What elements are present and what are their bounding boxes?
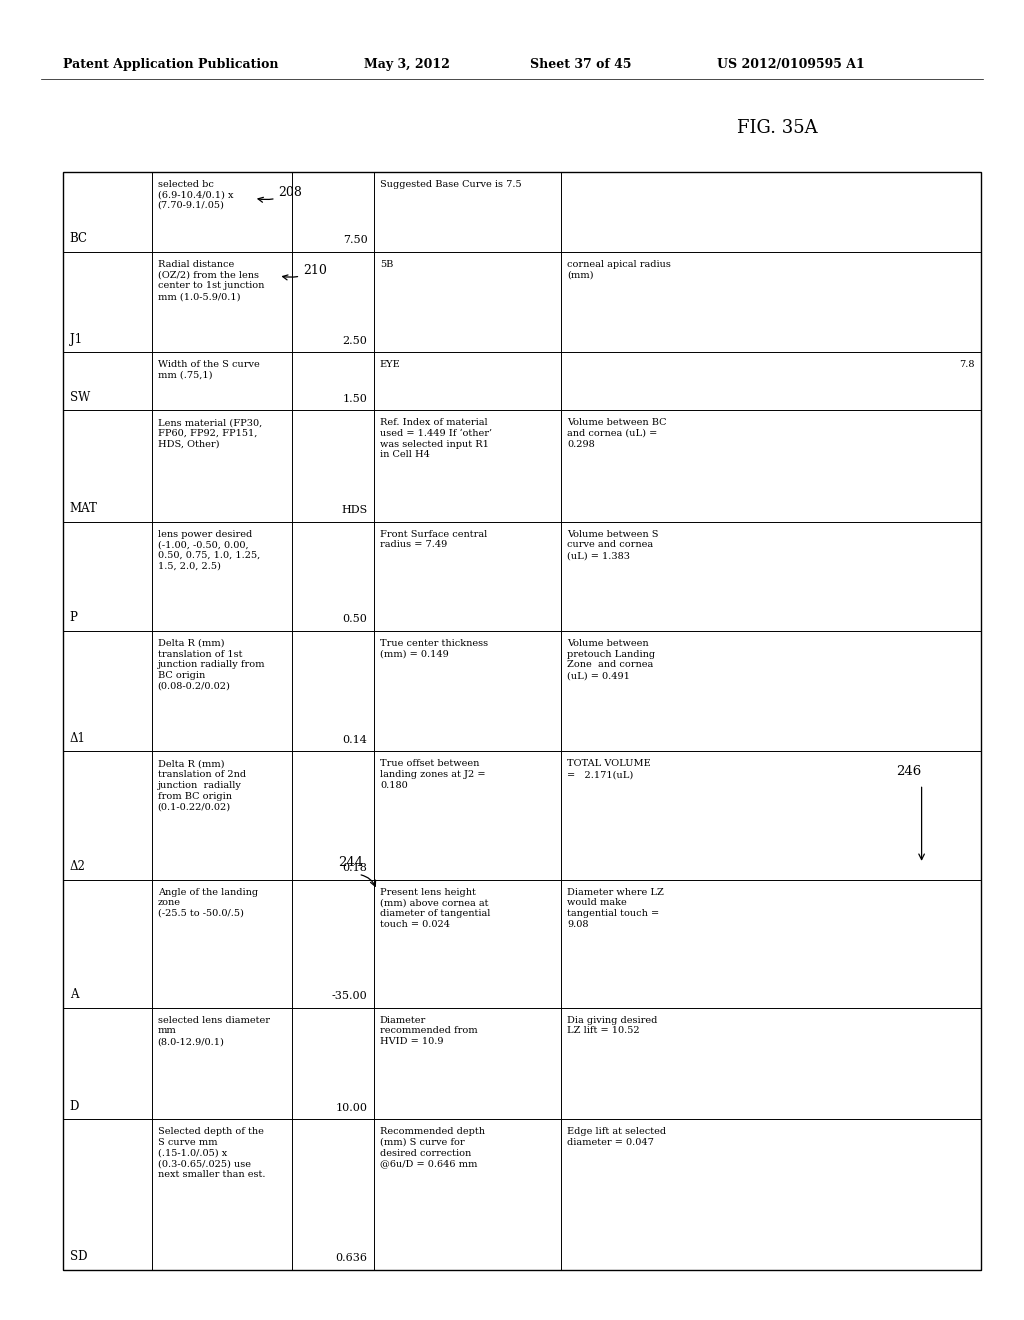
Text: Patent Application Publication: Patent Application Publication	[63, 58, 279, 71]
Text: Present lens height
(mm) above cornea at
diameter of tangential
touch = 0.024: Present lens height (mm) above cornea at…	[380, 887, 490, 929]
Text: selected bc
(6.9-10.4/0.1) x
(7.70-9.1/.05): selected bc (6.9-10.4/0.1) x (7.70-9.1/.…	[158, 180, 233, 210]
Text: Delta R (mm)
translation of 1st
junction radially from
BC origin
(0.08-0.2/0.02): Delta R (mm) translation of 1st junction…	[158, 639, 265, 690]
Text: Lens material (FP30,
FP60, FP92, FP151,
HDS, Other): Lens material (FP30, FP60, FP92, FP151, …	[158, 418, 262, 449]
Text: 0.14: 0.14	[343, 735, 368, 744]
Text: True center thickness
(mm) = 0.149: True center thickness (mm) = 0.149	[380, 639, 488, 659]
Text: 208: 208	[258, 186, 302, 202]
Bar	[63, 172, 981, 1270]
Text: J1: J1	[70, 333, 82, 346]
Text: 1.50: 1.50	[343, 393, 368, 404]
Text: SW: SW	[70, 391, 90, 404]
Text: 5B: 5B	[380, 260, 393, 269]
Text: 2.50: 2.50	[343, 335, 368, 346]
Text: Ref. Index of material
used = 1.449 If ‘other’
was selected input R1
in Cell H4: Ref. Index of material used = 1.449 If ‘…	[380, 418, 492, 459]
Text: Radial distance
(OZ/2) from the lens
center to 1st junction
mm (1.0-5.9/0.1): Radial distance (OZ/2) from the lens cen…	[158, 260, 264, 301]
Text: 210: 210	[283, 264, 327, 280]
Text: Volume between S
curve and cornea
(uL) = 1.383: Volume between S curve and cornea (uL) =…	[567, 529, 658, 560]
Text: Recommended depth
(mm) S curve for
desired correction
@6u/D = 0.646 mm: Recommended depth (mm) S curve for desir…	[380, 1127, 485, 1168]
Text: May 3, 2012: May 3, 2012	[364, 58, 450, 71]
Text: 0.636: 0.636	[336, 1253, 368, 1263]
Text: 7.8: 7.8	[959, 360, 975, 370]
Text: D: D	[70, 1100, 79, 1113]
Text: -35.00: -35.00	[332, 991, 368, 1002]
Text: Suggested Base Curve is 7.5: Suggested Base Curve is 7.5	[380, 180, 521, 189]
Text: 7.50: 7.50	[343, 235, 368, 246]
Text: Delta R (mm)
translation of 2nd
junction  radially
from BC origin
(0.1-0.22/0.02: Delta R (mm) translation of 2nd junction…	[158, 759, 246, 812]
Text: Width of the S curve
mm (.75,1): Width of the S curve mm (.75,1)	[158, 360, 259, 380]
Text: 244: 244	[338, 857, 364, 869]
Text: Angle of the landing
zone
(-25.5 to -50.0/.5): Angle of the landing zone (-25.5 to -50.…	[158, 887, 258, 917]
Text: Dia giving desired
LZ lift = 10.52: Dia giving desired LZ lift = 10.52	[567, 1016, 657, 1035]
Text: BC: BC	[70, 232, 88, 246]
Text: A: A	[70, 989, 78, 1002]
Text: TOTAL VOLUME
=   2.171(uL): TOTAL VOLUME = 2.171(uL)	[567, 759, 651, 779]
Text: Front Surface central
radius = 7.49: Front Surface central radius = 7.49	[380, 529, 487, 549]
Text: Selected depth of the
S curve mm
(.15-1.0/.05) x
(0.3-0.65/.025) use
next smalle: Selected depth of the S curve mm (.15-1.…	[158, 1127, 265, 1179]
Text: selected lens diameter
mm
(8.0-12.9/0.1): selected lens diameter mm (8.0-12.9/0.1)	[158, 1016, 269, 1047]
Text: Δ2: Δ2	[70, 861, 86, 873]
Text: 0.18: 0.18	[343, 863, 368, 873]
Text: Sheet 37 of 45: Sheet 37 of 45	[530, 58, 632, 71]
Text: Volume between BC
and cornea (uL) =
0.298: Volume between BC and cornea (uL) = 0.29…	[567, 418, 667, 449]
Text: True offset between
landing zones at J2 =
0.180: True offset between landing zones at J2 …	[380, 759, 485, 789]
Text: EYE: EYE	[380, 360, 400, 370]
Text: SD: SD	[70, 1250, 87, 1263]
Text: Volume between
pretouch Landing
Zone  and cornea
(uL) = 0.491: Volume between pretouch Landing Zone and…	[567, 639, 655, 680]
Text: Diameter
recommended from
HVID = 10.9: Diameter recommended from HVID = 10.9	[380, 1016, 477, 1047]
Text: HDS: HDS	[341, 506, 368, 515]
Text: lens power desired
(-1.00, -0.50, 0.00,
0.50, 0.75, 1.0, 1.25,
1.5, 2.0, 2.5): lens power desired (-1.00, -0.50, 0.00, …	[158, 529, 260, 570]
Text: MAT: MAT	[70, 502, 97, 515]
Text: Diameter where LZ
would make
tangential touch =
9.08: Diameter where LZ would make tangential …	[567, 887, 665, 929]
Text: Δ1: Δ1	[70, 731, 86, 744]
Text: FIG. 35A: FIG. 35A	[737, 119, 818, 137]
Text: corneal apical radius
(mm): corneal apical radius (mm)	[567, 260, 671, 280]
Text: 10.00: 10.00	[336, 1102, 368, 1113]
Text: 246: 246	[896, 764, 922, 777]
Text: 0.50: 0.50	[343, 614, 368, 624]
Text: P: P	[70, 611, 78, 624]
Text: Edge lift at selected
diameter = 0.047: Edge lift at selected diameter = 0.047	[567, 1127, 667, 1147]
Text: US 2012/0109595 A1: US 2012/0109595 A1	[717, 58, 864, 71]
